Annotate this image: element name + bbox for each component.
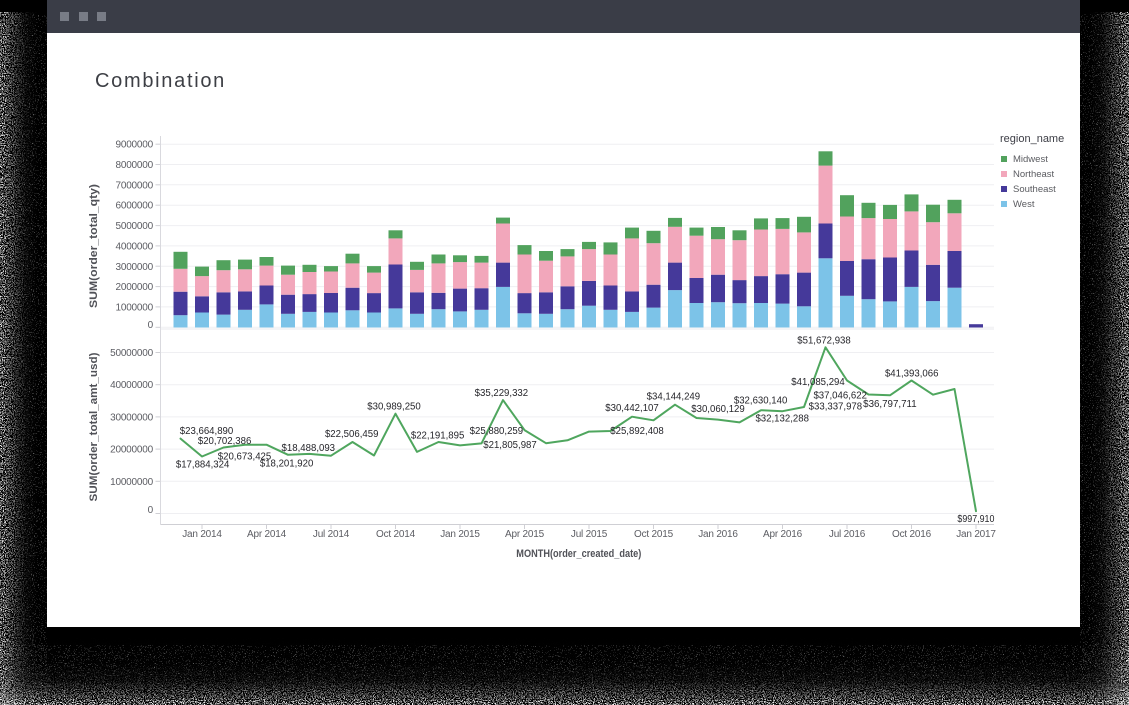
svg-text:2000000: 2000000 bbox=[115, 282, 153, 293]
svg-text:50000000: 50000000 bbox=[110, 348, 154, 359]
svg-text:$41,085,294: $41,085,294 bbox=[791, 377, 845, 388]
svg-text:$22,191,895: $22,191,895 bbox=[411, 431, 465, 442]
svg-text:40000000: 40000000 bbox=[110, 380, 154, 391]
svg-text:Apr 2015: Apr 2015 bbox=[505, 529, 545, 540]
svg-text:8000000: 8000000 bbox=[115, 160, 153, 171]
svg-text:Jan 2015: Jan 2015 bbox=[440, 529, 480, 540]
svg-text:$20,702,386: $20,702,386 bbox=[198, 436, 252, 447]
svg-text:Oct 2014: Oct 2014 bbox=[376, 529, 416, 540]
svg-text:20000000: 20000000 bbox=[110, 445, 154, 456]
svg-text:SUM(order_total_amt_usd): SUM(order_total_amt_usd) bbox=[88, 352, 100, 501]
svg-text:$20,673,425: $20,673,425 bbox=[218, 452, 272, 463]
svg-text:3000000: 3000000 bbox=[115, 262, 153, 273]
svg-text:10000000: 10000000 bbox=[110, 477, 154, 488]
svg-text:6000000: 6000000 bbox=[115, 201, 153, 212]
svg-text:$32,132,288: $32,132,288 bbox=[755, 414, 809, 425]
svg-text:$18,201,920: $18,201,920 bbox=[260, 459, 314, 470]
svg-text:Oct 2015: Oct 2015 bbox=[634, 529, 674, 540]
svg-text:$33,337,978: $33,337,978 bbox=[809, 402, 863, 413]
svg-text:$25,880,259: $25,880,259 bbox=[470, 426, 524, 437]
svg-text:$37,046,622: $37,046,622 bbox=[813, 390, 867, 401]
svg-text:$21,805,987: $21,805,987 bbox=[483, 440, 537, 451]
svg-text:0: 0 bbox=[148, 320, 154, 331]
svg-text:$51,672,938: $51,672,938 bbox=[797, 336, 851, 347]
svg-text:$41,393,066: $41,393,066 bbox=[885, 369, 939, 380]
svg-text:Jul 2014: Jul 2014 bbox=[313, 529, 350, 540]
svg-text:Jul 2016: Jul 2016 bbox=[829, 529, 866, 540]
svg-text:MONTH(order_created_date): MONTH(order_created_date) bbox=[516, 548, 641, 560]
svg-text:5000000: 5000000 bbox=[115, 221, 153, 232]
svg-text:Apr 2014: Apr 2014 bbox=[247, 529, 287, 540]
svg-text:SUM(order_total_qty): SUM(order_total_qty) bbox=[88, 184, 100, 308]
svg-text:Apr 2016: Apr 2016 bbox=[763, 529, 803, 540]
svg-text:$32,630,140: $32,630,140 bbox=[734, 396, 788, 407]
svg-text:$22,506,459: $22,506,459 bbox=[325, 429, 379, 440]
svg-text:9000000: 9000000 bbox=[115, 140, 153, 151]
svg-text:30000000: 30000000 bbox=[110, 412, 154, 423]
svg-text:$25,892,408: $25,892,408 bbox=[610, 426, 664, 437]
svg-text:$30,060,129: $30,060,129 bbox=[691, 404, 745, 415]
svg-text:$36,797,711: $36,797,711 bbox=[863, 399, 917, 410]
svg-text:$35,229,332: $35,229,332 bbox=[475, 388, 529, 399]
svg-text:$18,488,093: $18,488,093 bbox=[282, 443, 336, 454]
svg-text:Jul 2015: Jul 2015 bbox=[571, 529, 608, 540]
svg-text:$30,989,250: $30,989,250 bbox=[367, 402, 421, 413]
svg-text:Jan 2016: Jan 2016 bbox=[698, 529, 738, 540]
svg-text:0: 0 bbox=[148, 505, 154, 516]
svg-text:$23,664,890: $23,664,890 bbox=[180, 426, 234, 437]
svg-text:$17,884,324: $17,884,324 bbox=[176, 460, 230, 471]
svg-text:4000000: 4000000 bbox=[115, 241, 153, 252]
svg-text:$997,910: $997,910 bbox=[957, 514, 994, 525]
svg-text:Jan 2017: Jan 2017 bbox=[956, 529, 996, 540]
svg-text:7000000: 7000000 bbox=[115, 180, 153, 191]
svg-text:1000000: 1000000 bbox=[115, 302, 153, 313]
svg-text:Jan 2014: Jan 2014 bbox=[182, 529, 222, 540]
svg-text:$34,144,249: $34,144,249 bbox=[647, 392, 701, 403]
svg-text:$30,442,107: $30,442,107 bbox=[605, 403, 659, 414]
svg-text:Oct 2016: Oct 2016 bbox=[892, 529, 932, 540]
